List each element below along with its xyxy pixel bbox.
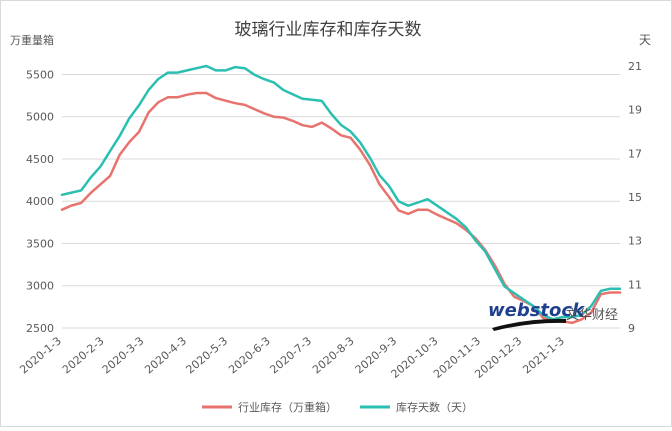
right-tick-label: 11 bbox=[628, 278, 642, 291]
left-tick-label: 3500 bbox=[26, 237, 54, 250]
legend-label-inventory: 行业库存（万重箱） bbox=[238, 400, 337, 414]
gridlines bbox=[62, 73, 620, 329]
right-tick-label: 13 bbox=[628, 235, 642, 248]
webstock-watermark: webstock 文华财经 bbox=[488, 300, 618, 331]
right-tick-label: 19 bbox=[628, 104, 642, 117]
right-tick-label: 15 bbox=[628, 191, 642, 204]
days-series-line bbox=[60, 64, 622, 321]
right-axis-ticks: 9 11 13 15 17 19 21 bbox=[628, 60, 642, 335]
legend: 行业库存（万重箱） 库存天数（天） bbox=[202, 400, 473, 414]
right-tick-label: 17 bbox=[628, 147, 642, 160]
left-tick-label: 4000 bbox=[26, 195, 54, 208]
left-tick-label: 3000 bbox=[26, 280, 54, 293]
chart-title: 玻璃行业库存和库存天数 bbox=[235, 20, 422, 40]
right-tick-label: 21 bbox=[628, 60, 642, 73]
watermark-brand-cn: 文华财经 bbox=[566, 308, 618, 323]
legend-label-days: 库存天数（天） bbox=[396, 400, 473, 414]
left-tick-label: 5500 bbox=[26, 68, 54, 81]
watermark-swoosh bbox=[492, 318, 566, 331]
left-axis-unit: 万重量箱 bbox=[10, 33, 54, 47]
series-lines bbox=[60, 64, 622, 325]
watermark-brand-latin: webstock bbox=[488, 300, 585, 321]
left-tick-label: 2500 bbox=[26, 322, 54, 335]
left-axis-ticks: 2500 3000 3500 4000 4500 5000 5500 bbox=[26, 68, 54, 335]
left-tick-label: 5000 bbox=[26, 111, 54, 124]
right-tick-label: 9 bbox=[628, 322, 635, 335]
left-tick-label: 4500 bbox=[26, 153, 54, 166]
right-axis-unit: 天 bbox=[639, 33, 651, 47]
